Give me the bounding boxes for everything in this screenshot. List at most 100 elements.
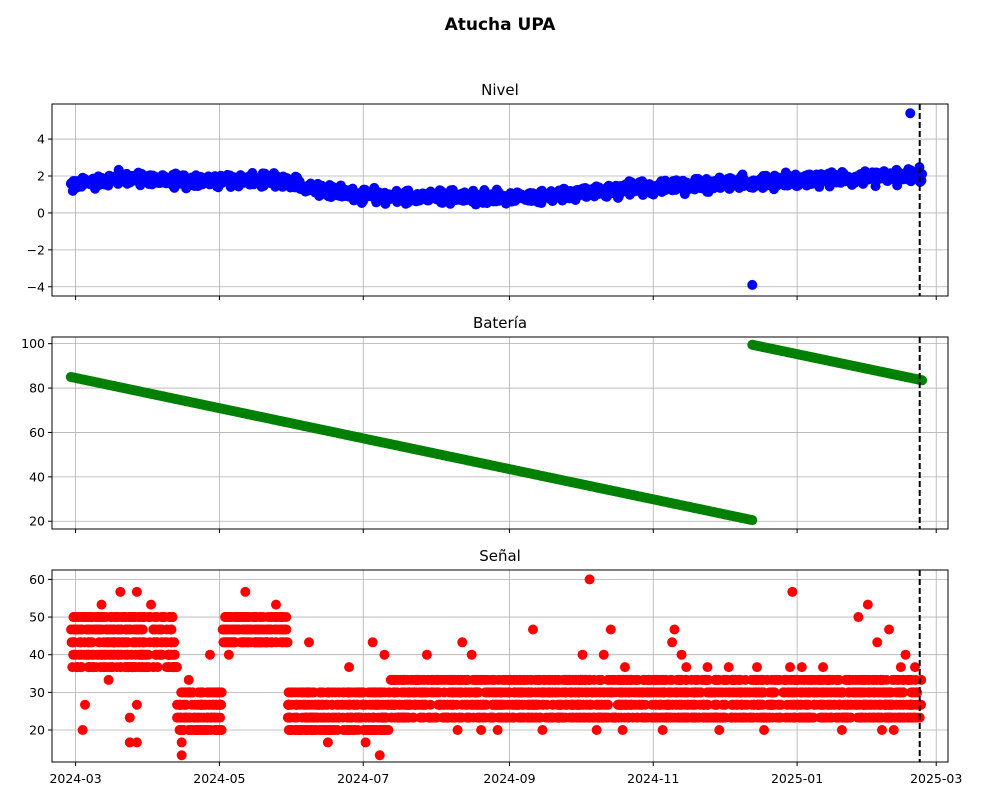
data-point [917, 169, 928, 180]
data-point [107, 624, 118, 635]
data-point [234, 612, 245, 623]
data-point [367, 699, 378, 710]
data-point [559, 699, 570, 710]
scatter-points [65, 339, 928, 526]
data-point [553, 687, 564, 698]
data-point [476, 725, 487, 735]
data-point [575, 674, 586, 685]
data-point [818, 662, 829, 673]
data-point [826, 712, 837, 723]
data-point [587, 712, 598, 723]
data-point [237, 637, 248, 648]
plots-container: −4 −2 0 2 4 Nivel 20 40 60 80 100 Batería 20 30 40 50 60… [21, 81, 962, 786]
data-point [642, 687, 653, 698]
data-point [290, 699, 301, 710]
data-point [204, 649, 215, 660]
data-point [452, 725, 463, 735]
data-point [161, 662, 172, 673]
data-point [110, 612, 121, 623]
data-point [702, 712, 713, 723]
data-point [124, 712, 135, 723]
data-point [475, 699, 486, 710]
data-point [377, 712, 388, 723]
data-point [633, 687, 644, 698]
data-point [823, 674, 834, 685]
y-tick-label: −2 [27, 242, 45, 257]
data-point [86, 649, 97, 660]
scatter-points [66, 574, 927, 761]
x-tick-label: 2024-03 [49, 771, 101, 786]
data-point [607, 687, 618, 698]
data-point [908, 687, 919, 698]
data-point [161, 624, 172, 635]
data-point [676, 649, 687, 660]
data-point [545, 674, 556, 685]
data-point [526, 699, 537, 710]
data-point [258, 624, 269, 635]
data-point [473, 687, 484, 698]
data-point [115, 662, 126, 673]
data-point [115, 586, 126, 597]
data-point [905, 108, 916, 119]
data-point [368, 712, 379, 723]
data-point [798, 674, 809, 685]
data-point [752, 662, 763, 673]
data-point [584, 574, 595, 585]
data-point [166, 649, 177, 660]
data-point [855, 674, 866, 685]
data-point [493, 674, 504, 685]
data-point [837, 712, 848, 723]
data-point [841, 699, 852, 710]
data-point [876, 725, 887, 735]
data-point [177, 687, 188, 698]
panel-1: −4 −2 0 2 4 Nivel [27, 81, 949, 300]
data-point [764, 687, 775, 698]
y-tick-label: 40 [29, 469, 45, 484]
data-point [477, 674, 488, 685]
data-point [537, 725, 548, 735]
data-point [591, 725, 602, 735]
data-point [522, 674, 533, 685]
axes-frame [51, 103, 949, 297]
data-point [547, 699, 558, 710]
data-point [122, 624, 133, 635]
data-point [681, 662, 692, 673]
y-tick-label: 60 [29, 425, 45, 440]
data-point [882, 699, 893, 710]
data-point [571, 712, 582, 723]
x-tick-label: 2024-07 [337, 771, 389, 786]
data-point [196, 712, 207, 723]
data-point [470, 674, 481, 685]
data-point [104, 637, 115, 648]
data-point [466, 649, 477, 660]
data-point [193, 725, 204, 735]
data-point [667, 637, 678, 648]
data-point [189, 699, 200, 710]
data-point [872, 687, 883, 698]
data-point [853, 612, 864, 623]
data-point [492, 725, 503, 735]
panel-title: Batería [473, 314, 527, 332]
data-point [447, 699, 458, 710]
data-point [727, 687, 738, 698]
data-point [643, 674, 654, 685]
data-point [327, 712, 338, 723]
panel-title: Nivel [481, 81, 519, 99]
x-tick-label: 2024-09 [483, 771, 535, 786]
data-point [176, 750, 187, 761]
y-tick-label: 40 [29, 647, 45, 662]
data-point [274, 612, 285, 623]
data-point [439, 712, 450, 723]
data-point [617, 699, 628, 710]
data-point [117, 637, 128, 648]
data-point [338, 725, 349, 735]
y-tick-label: 20 [29, 514, 45, 529]
data-point [358, 699, 369, 710]
data-point [439, 687, 450, 698]
data-point [802, 712, 813, 723]
data-point [531, 712, 542, 723]
data-point [618, 674, 629, 685]
data-point [593, 674, 604, 685]
data-point [210, 712, 221, 723]
y-tick-label: 0 [37, 205, 45, 220]
